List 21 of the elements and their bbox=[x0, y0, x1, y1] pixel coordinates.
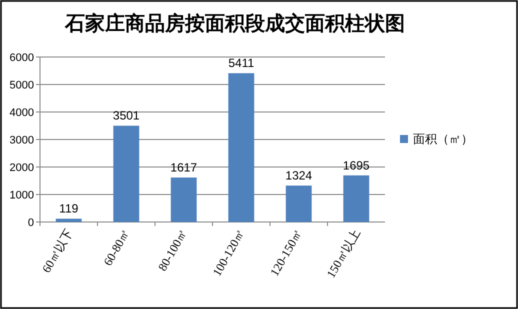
bar bbox=[286, 186, 312, 222]
y-tick-label: 0 bbox=[28, 217, 34, 229]
data-label: 119 bbox=[59, 202, 79, 216]
legend-label: 面积（㎡） bbox=[413, 132, 473, 146]
bar bbox=[56, 218, 82, 222]
chart-title: 石家庄商品房按面积段成交面积柱状图 bbox=[64, 12, 405, 35]
data-label: 5411 bbox=[228, 56, 254, 70]
bar bbox=[343, 175, 370, 222]
y-tick-label: 2000 bbox=[10, 162, 34, 174]
bar bbox=[170, 178, 197, 222]
data-label: 1617 bbox=[170, 160, 198, 175]
y-tick-label: 5000 bbox=[10, 80, 34, 92]
y-tick-label: 4000 bbox=[10, 107, 34, 119]
data-label: 1695 bbox=[342, 158, 370, 172]
y-tick-label: 1000 bbox=[10, 190, 34, 202]
bar bbox=[228, 73, 254, 222]
data-label: 3501 bbox=[112, 108, 140, 123]
data-label: 1324 bbox=[285, 168, 312, 183]
y-tick-label: 6000 bbox=[10, 52, 34, 64]
bar bbox=[113, 126, 140, 222]
y-tick-label: 3000 bbox=[10, 134, 34, 146]
